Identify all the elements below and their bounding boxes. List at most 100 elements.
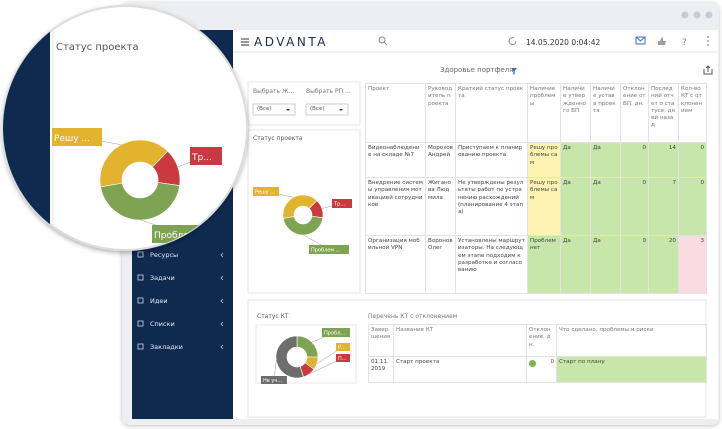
datetime: 14.05.2020 0:04:42 <box>526 38 600 47</box>
cell-text: Внедрение системы управления мотивацией … <box>368 180 424 208</box>
kt-status-chart: Пробл... Р... П... Не уч... <box>261 328 350 384</box>
segment-label: П... <box>338 356 347 362</box>
table-cell: Не утверждены результаты работ по устран… <box>455 177 528 236</box>
menu-item[interactable]: Закладки <box>150 343 183 351</box>
table-cell: 0 <box>620 235 649 294</box>
table-cell: 0 <box>678 177 707 236</box>
donut-segment <box>100 182 180 221</box>
segment-label: Решу ... <box>255 189 275 195</box>
export-icon[interactable] <box>703 65 713 75</box>
table-cell: 7 <box>648 177 679 236</box>
label-box <box>190 147 222 165</box>
card-title: Статус проекта <box>253 135 303 142</box>
filter-select[interactable] <box>305 103 349 116</box>
menu-item[interactable]: Задачи <box>150 274 175 282</box>
cell-text: Установлены маршрутизаторы. На следующем… <box>458 238 525 274</box>
cell-text: Решу проблемы сам <box>530 180 558 201</box>
cell-text: 0 <box>550 359 554 365</box>
segment-label: Решу ... <box>54 134 90 144</box>
filter-value[interactable]: (Все) <box>257 106 272 112</box>
cell-text: Старт по плану <box>559 359 605 365</box>
menu-icon <box>137 320 144 327</box>
table-cell: Организация мобильной VPN <box>365 235 426 294</box>
column-header: Краткий статус проекта <box>455 83 528 143</box>
table-cell: Старт по плану <box>556 356 707 383</box>
column-header: Последний отчет о статусе, дней назад <box>648 83 679 143</box>
mail-icon[interactable] <box>635 36 646 45</box>
filter-label: Выбрать РП ... <box>306 88 351 95</box>
cell-text: Жиганова Людмила <box>428 180 452 201</box>
status-dot <box>529 360 536 367</box>
cell-text: 20 <box>668 238 676 244</box>
segment-label: Проблем ... <box>311 247 341 253</box>
column-header: Руководитель проекта <box>425 83 456 143</box>
table-cell: Внедрение системы управления мотивацией … <box>365 177 426 236</box>
table-cell: 01.11.2019 <box>368 356 394 383</box>
column-header: Отклонение, дн. <box>526 324 557 357</box>
chevron <box>220 321 224 327</box>
chevron <box>220 275 224 281</box>
table-cell: Решу проблемы сам <box>527 177 561 236</box>
refresh-icon[interactable] <box>508 37 517 46</box>
table-cell: Решу проблемы сам <box>527 142 561 178</box>
cell-text: 7 <box>672 180 676 186</box>
cell-text: Да <box>563 238 571 244</box>
cell-text: 0 <box>642 238 646 244</box>
filter-label: Выбрать Ж... <box>253 88 295 95</box>
more-icon[interactable] <box>707 36 709 46</box>
table-cell: Видеонаблюдение на складе №7 <box>365 142 426 178</box>
chevron <box>220 252 224 258</box>
chevron <box>220 344 224 350</box>
column-header: Кол-во КТ с отклонением <box>678 83 707 143</box>
cell-text: Да <box>563 145 571 151</box>
segment-label: Не уч... <box>263 378 283 384</box>
cell-text: Да <box>593 180 601 186</box>
table-cell: 3 <box>678 235 707 294</box>
zoomed-sidebar <box>3 6 50 250</box>
search-icon[interactable] <box>378 36 388 46</box>
filter-value[interactable]: (Все) <box>310 106 325 112</box>
donut-segment <box>275 335 304 379</box>
table-cell: Да <box>560 235 591 294</box>
project-status-chart: Решу ... Тр... Проблем ... <box>253 187 352 254</box>
table-cell: 20 <box>648 235 679 294</box>
cell-text: Решу проблемы сам <box>530 145 558 166</box>
segment-label: Пробл... <box>324 330 345 336</box>
magnifier: Статус проекта Решу ... Тр... Пробле... <box>2 5 248 251</box>
cell-text: Воронов Олег <box>428 238 453 252</box>
table-cell: 0 <box>620 142 649 178</box>
donut-segment <box>99 139 169 188</box>
status-card <box>247 129 361 294</box>
chevron <box>220 298 224 304</box>
logo: ADVANTA <box>254 35 328 49</box>
cell-text: Видеонаблюдение на складе №7 <box>368 145 420 159</box>
filter-icon[interactable] <box>511 68 517 75</box>
table-cell: Да <box>560 177 591 236</box>
column-header: Наличие утвержденного БП <box>560 83 591 143</box>
menu-item[interactable]: Идеи <box>150 297 168 305</box>
cell-text: 0 <box>642 180 646 186</box>
segment-label: Тр... <box>191 153 212 163</box>
table-cell: Старт проекта <box>393 356 527 383</box>
header-row: Проект Руководитель проекта Краткий статус… <box>365 83 707 143</box>
menu-item[interactable]: Ресурсы <box>150 251 178 259</box>
kt-table: Завершения Название КТ Отклонение, дн. Что … <box>368 324 707 383</box>
table-row: 01.11.2019 Старт проекта 0 Старт по плану <box>368 356 707 383</box>
column-header: Что сделано, проблемы и риски <box>556 324 707 357</box>
table-title: Перечень КТ с отклонением <box>368 313 458 320</box>
table-row: Организация мобильной VPN Воронов Олег Уст… <box>365 235 707 294</box>
column-header: Проект <box>365 83 426 143</box>
like-icon[interactable] <box>658 37 666 45</box>
help-icon[interactable]: ? <box>682 38 687 48</box>
table-cell: Морозов Андрей <box>425 142 456 178</box>
cell-text: Морозов Андрей <box>428 145 453 159</box>
menu-icon[interactable] <box>241 38 249 46</box>
label-box <box>336 354 350 362</box>
menu-item[interactable]: Списки <box>150 320 175 328</box>
label-box <box>253 187 279 196</box>
cell-text: 0 <box>642 145 646 151</box>
cell-text: Да <box>563 180 571 186</box>
label-box <box>261 376 287 384</box>
filter-select[interactable] <box>252 103 296 116</box>
